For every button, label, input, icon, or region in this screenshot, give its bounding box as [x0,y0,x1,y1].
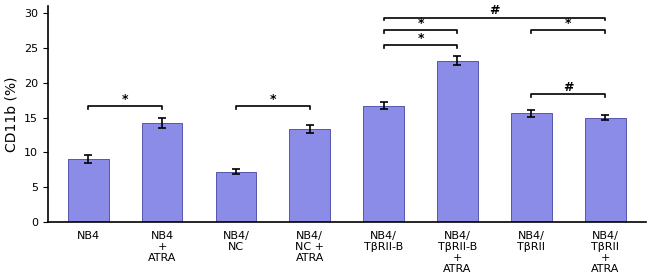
Bar [216,172,256,222]
Text: *: * [565,17,571,30]
Bar [511,113,552,222]
Bar [68,159,109,222]
Bar [585,118,625,222]
Text: *: * [417,17,424,30]
Text: *: * [270,93,276,106]
Bar [289,129,330,222]
Bar [142,123,183,222]
Text: *: * [122,93,128,106]
Bar [363,106,404,222]
Text: #: # [489,4,500,17]
Text: *: * [417,32,424,45]
Text: #: # [563,81,573,94]
Y-axis label: CD11b (%): CD11b (%) [4,76,18,152]
Bar [437,61,478,222]
